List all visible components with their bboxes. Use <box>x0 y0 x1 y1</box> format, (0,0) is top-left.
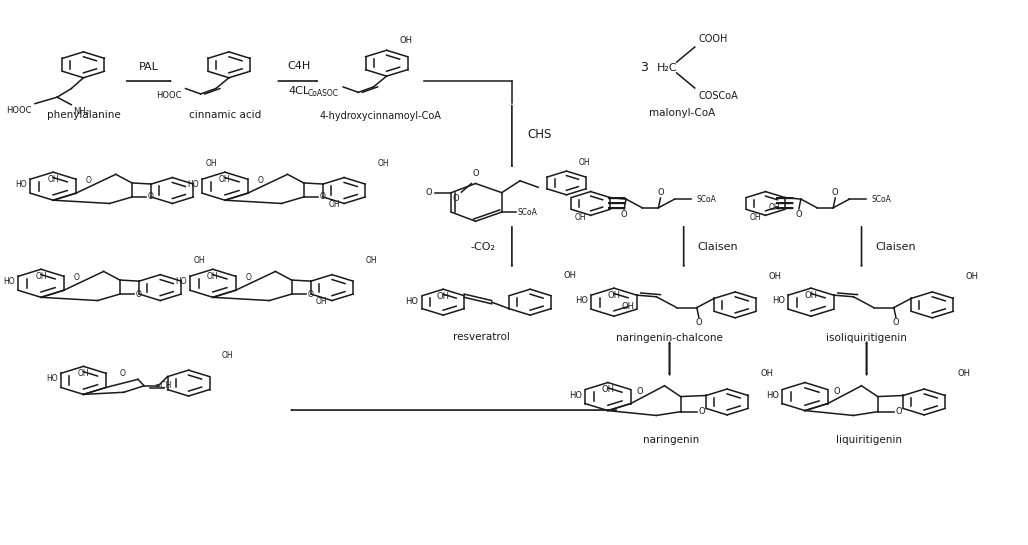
Text: OH: OH <box>437 292 449 301</box>
Text: naringenin: naringenin <box>644 435 700 445</box>
Text: OH: OH <box>805 291 817 300</box>
Text: OH: OH <box>957 369 970 378</box>
Text: O: O <box>796 210 802 219</box>
Text: phenylalanine: phenylalanine <box>46 110 120 119</box>
Text: CoASOC: CoASOC <box>308 89 339 98</box>
Text: HO: HO <box>576 296 588 305</box>
Text: O: O <box>621 210 627 219</box>
Text: OH: OH <box>193 256 205 265</box>
Text: C4H: C4H <box>287 60 310 71</box>
Text: HO: HO <box>772 296 785 305</box>
Text: HO: HO <box>176 277 187 286</box>
Text: OH: OH <box>761 369 773 378</box>
Text: OH: OH <box>769 203 780 212</box>
Text: OH: OH <box>222 352 233 360</box>
Text: O: O <box>832 188 839 197</box>
Text: liquiritigenin: liquiritigenin <box>836 435 902 445</box>
Text: O: O <box>699 407 705 416</box>
Text: COOH: COOH <box>699 34 728 44</box>
Text: OH: OH <box>219 175 230 184</box>
Text: naringenin-chalcone: naringenin-chalcone <box>616 333 723 343</box>
Text: O: O <box>320 192 326 202</box>
Text: COSCoA: COSCoA <box>699 91 738 101</box>
Text: ≡: ≡ <box>605 190 628 217</box>
Text: SCoA: SCoA <box>697 195 717 204</box>
Text: OH: OH <box>377 159 389 168</box>
Text: HOOC: HOOC <box>156 90 182 100</box>
Text: OH: OH <box>601 385 615 394</box>
Text: OH: OH <box>35 272 47 281</box>
Text: HOOC: HOOC <box>6 106 32 115</box>
Text: OH: OH <box>206 159 217 168</box>
Text: O: O <box>148 192 154 202</box>
Text: -CO₂: -CO₂ <box>471 241 495 252</box>
Text: OH: OH <box>563 270 577 280</box>
Text: 4CL: 4CL <box>288 87 309 96</box>
Text: =CH: =CH <box>154 382 172 390</box>
Text: O: O <box>892 318 900 328</box>
Text: Claisen: Claisen <box>876 241 916 252</box>
Text: HO: HO <box>15 180 28 189</box>
Text: O: O <box>637 387 644 396</box>
Text: O: O <box>86 176 91 185</box>
Text: OH: OH <box>622 302 634 311</box>
Text: resveratrol: resveratrol <box>453 332 510 342</box>
Text: HO: HO <box>46 374 58 384</box>
Text: HO: HO <box>570 391 582 399</box>
Text: O: O <box>258 176 263 185</box>
Text: malonyl-CoA: malonyl-CoA <box>649 108 714 118</box>
Text: SCoA: SCoA <box>518 208 538 216</box>
Text: O: O <box>657 188 664 197</box>
Text: O: O <box>834 387 841 396</box>
Text: O: O <box>452 194 460 203</box>
Text: OH: OH <box>608 291 621 300</box>
Text: cinnamic acid: cinnamic acid <box>189 110 261 119</box>
Text: HO: HO <box>187 180 199 189</box>
Text: isoliquiritigenin: isoliquiritigenin <box>827 333 907 343</box>
Text: OH: OH <box>316 297 328 306</box>
Text: OH: OH <box>575 213 586 222</box>
Text: OH: OH <box>749 213 761 222</box>
Text: 4-hydroxycinnamoyl-CoA: 4-hydroxycinnamoyl-CoA <box>320 111 441 120</box>
Text: HO: HO <box>3 277 15 286</box>
Text: O: O <box>307 289 314 299</box>
Text: O: O <box>426 188 432 197</box>
Text: H₂C: H₂C <box>657 63 677 72</box>
Text: SCoA: SCoA <box>872 195 891 204</box>
Text: O: O <box>136 289 142 299</box>
Text: OH: OH <box>965 272 979 281</box>
Text: PAL: PAL <box>139 62 159 72</box>
Text: O: O <box>246 273 252 282</box>
Text: O: O <box>895 407 903 416</box>
Text: 3: 3 <box>640 61 649 74</box>
Text: Claisen: Claisen <box>698 241 738 252</box>
Text: OH: OH <box>400 37 412 45</box>
Text: OH: OH <box>768 272 781 281</box>
Text: OH: OH <box>47 175 59 184</box>
Text: ≡: ≡ <box>773 190 797 217</box>
Text: OH: OH <box>328 199 340 209</box>
Text: OH: OH <box>579 158 590 167</box>
Text: HO: HO <box>405 297 418 306</box>
Text: HO: HO <box>766 391 779 399</box>
Text: O: O <box>696 318 702 328</box>
Text: OH: OH <box>78 369 89 378</box>
Text: O: O <box>119 369 125 378</box>
Text: OH: OH <box>207 272 219 281</box>
Text: O: O <box>472 169 479 178</box>
Text: O: O <box>74 273 79 282</box>
Text: NH₂: NH₂ <box>73 107 89 116</box>
Text: OH: OH <box>365 256 377 265</box>
Text: CHS: CHS <box>527 129 551 142</box>
